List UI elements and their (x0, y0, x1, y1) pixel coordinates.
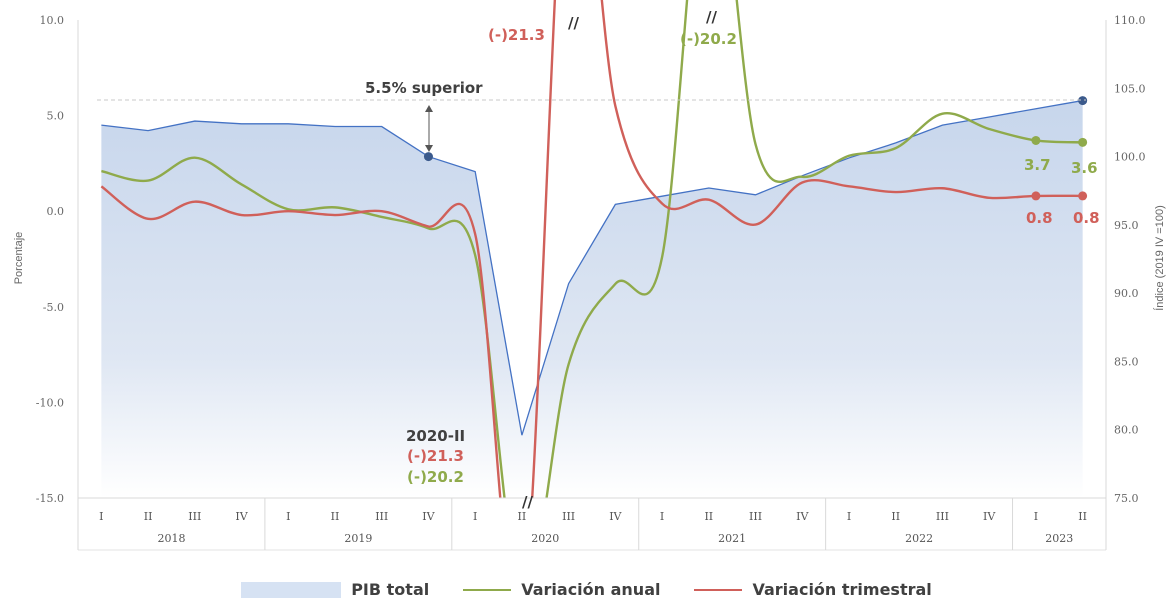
x-quarter-label: II (518, 510, 527, 523)
x-quarter-label: II (1078, 510, 1087, 523)
annotation-quarter: 2020-II (406, 427, 465, 445)
x-quarter-label: IV (796, 510, 809, 523)
x-quarter-label: III (375, 510, 388, 523)
break-mark-trim: // (568, 14, 579, 32)
x-quarter-label: IV (235, 510, 248, 523)
pib-marker-2023-II (1078, 96, 1088, 106)
y-right-tick-label: 90.0 (1114, 287, 1139, 300)
y-right-tick-label: 110.0 (1114, 14, 1146, 27)
y-right-tick-label: 75.0 (1114, 492, 1139, 505)
pib-line (101, 99, 1083, 436)
double-arrow-icon (425, 105, 433, 152)
x-year-label: 2023 (1045, 532, 1073, 545)
annotation-superior: 5.5% superior (365, 79, 483, 97)
y-axis-left-title: Porcentaje (13, 232, 25, 285)
x-year-label: 2022 (905, 532, 933, 545)
x-quarter-label: III (562, 510, 575, 523)
legend-label-pib: PIB total (351, 580, 430, 599)
label-anual-2023-II: 3.6 (1071, 159, 1098, 177)
break-mark-anual: // (706, 8, 717, 26)
x-quarter-label: I (473, 510, 477, 523)
anual-marker (1031, 135, 1041, 145)
y-left-tick-label: 5.0 (47, 110, 65, 123)
x-quarter-label: II (331, 510, 340, 523)
y-left-tick-label: 10.0 (40, 14, 65, 27)
plot-frame (77, 20, 1107, 498)
legend-item-anual[interactable]: Variación anual (463, 580, 660, 599)
y-left-tick-label: -10.0 (36, 396, 64, 409)
legend-item-pib[interactable]: PIB total (241, 580, 429, 599)
y-left-tick-label: -5.0 (43, 301, 64, 314)
legend-label-anual: Variación anual (521, 580, 661, 599)
x-year-label: 2020 (531, 532, 559, 545)
x-quarter-label: I (847, 510, 851, 523)
legend-item-trimestral[interactable]: Variación trimestral (694, 580, 932, 599)
label-trim-2023-I: 0.8 (1026, 209, 1053, 227)
x-quarter-label: I (286, 510, 290, 523)
series-line-anual (101, 0, 1083, 498)
y-right-tick-label: 105.0 (1114, 82, 1146, 95)
x-quarter-label: II (891, 510, 900, 523)
x-quarter-label: I (660, 510, 664, 523)
series-line-trimestral (100, 0, 1083, 498)
trim-marker (1078, 191, 1088, 201)
x-quarter-label: III (188, 510, 201, 523)
legend-label-trimestral: Variación trimestral (752, 580, 932, 599)
annotation-trim-min: (-)21.3 (407, 447, 464, 465)
legend-swatch-anual (463, 588, 512, 591)
break-mark-bottom: // (522, 493, 533, 511)
legend-swatch-trimestral (694, 588, 743, 591)
y-axis-left: 10.0 5.0 0.0 -5.0 -10.0 -15.0 (36, 14, 64, 505)
y-axis-right-title: Índice (2019 IV =100) (1153, 205, 1166, 311)
y-axis-right: 110.0 105.0 100.0 95.0 90.0 85.0 80.0 75.0 (1114, 14, 1146, 505)
pib-area (101, 100, 1083, 498)
x-year-label: 2021 (718, 532, 746, 545)
chart-legend: PIB total Variación anual Variación trim… (0, 580, 1173, 599)
y-right-tick-label: 95.0 (1114, 219, 1139, 232)
legend-swatch-pib (241, 581, 342, 598)
x-year-label: 2018 (157, 532, 185, 545)
pib-marker-2019-IV (423, 152, 433, 162)
annotation-trim-peak: (-)21.3 (488, 26, 545, 44)
economic-growth-chart: 10.0 5.0 0.0 -5.0 -10.0 -15.0 110.0 105.0 100.0… (13, 0, 1166, 551)
x-quarter-label: II (144, 510, 153, 523)
x-quarter-label: IV (609, 510, 622, 523)
y-left-tick-label: -15.0 (36, 492, 64, 505)
series-layer (100, 0, 1088, 498)
x-year-label: 2019 (344, 532, 372, 545)
x-quarter-label: I (1034, 510, 1038, 523)
label-trim-2023-II: 0.8 (1073, 209, 1100, 227)
y-left-tick-label: 0.0 (47, 205, 65, 218)
anual-marker (1078, 137, 1088, 147)
label-anual-2023-I: 3.7 (1024, 156, 1051, 174)
y-right-tick-label: 80.0 (1114, 424, 1139, 437)
trim-marker (1031, 191, 1041, 201)
x-quarter-label: IV (983, 510, 996, 523)
annotation-anual-peak: (-)20.2 (680, 30, 737, 48)
x-quarter-label: III (749, 510, 762, 523)
annotation-anual-min: (-)20.2 (407, 468, 464, 486)
x-quarter-label: II (704, 510, 713, 523)
x-quarter-label: III (936, 510, 949, 523)
x-quarter-label: IV (422, 510, 435, 523)
y-right-tick-label: 100.0 (1114, 151, 1146, 164)
x-axis: I II III IV I II III IV I II III IV I II III IV I II III IV… (77, 497, 1107, 551)
y-right-tick-label: 85.0 (1114, 355, 1139, 368)
x-quarter-label: I (99, 510, 103, 523)
